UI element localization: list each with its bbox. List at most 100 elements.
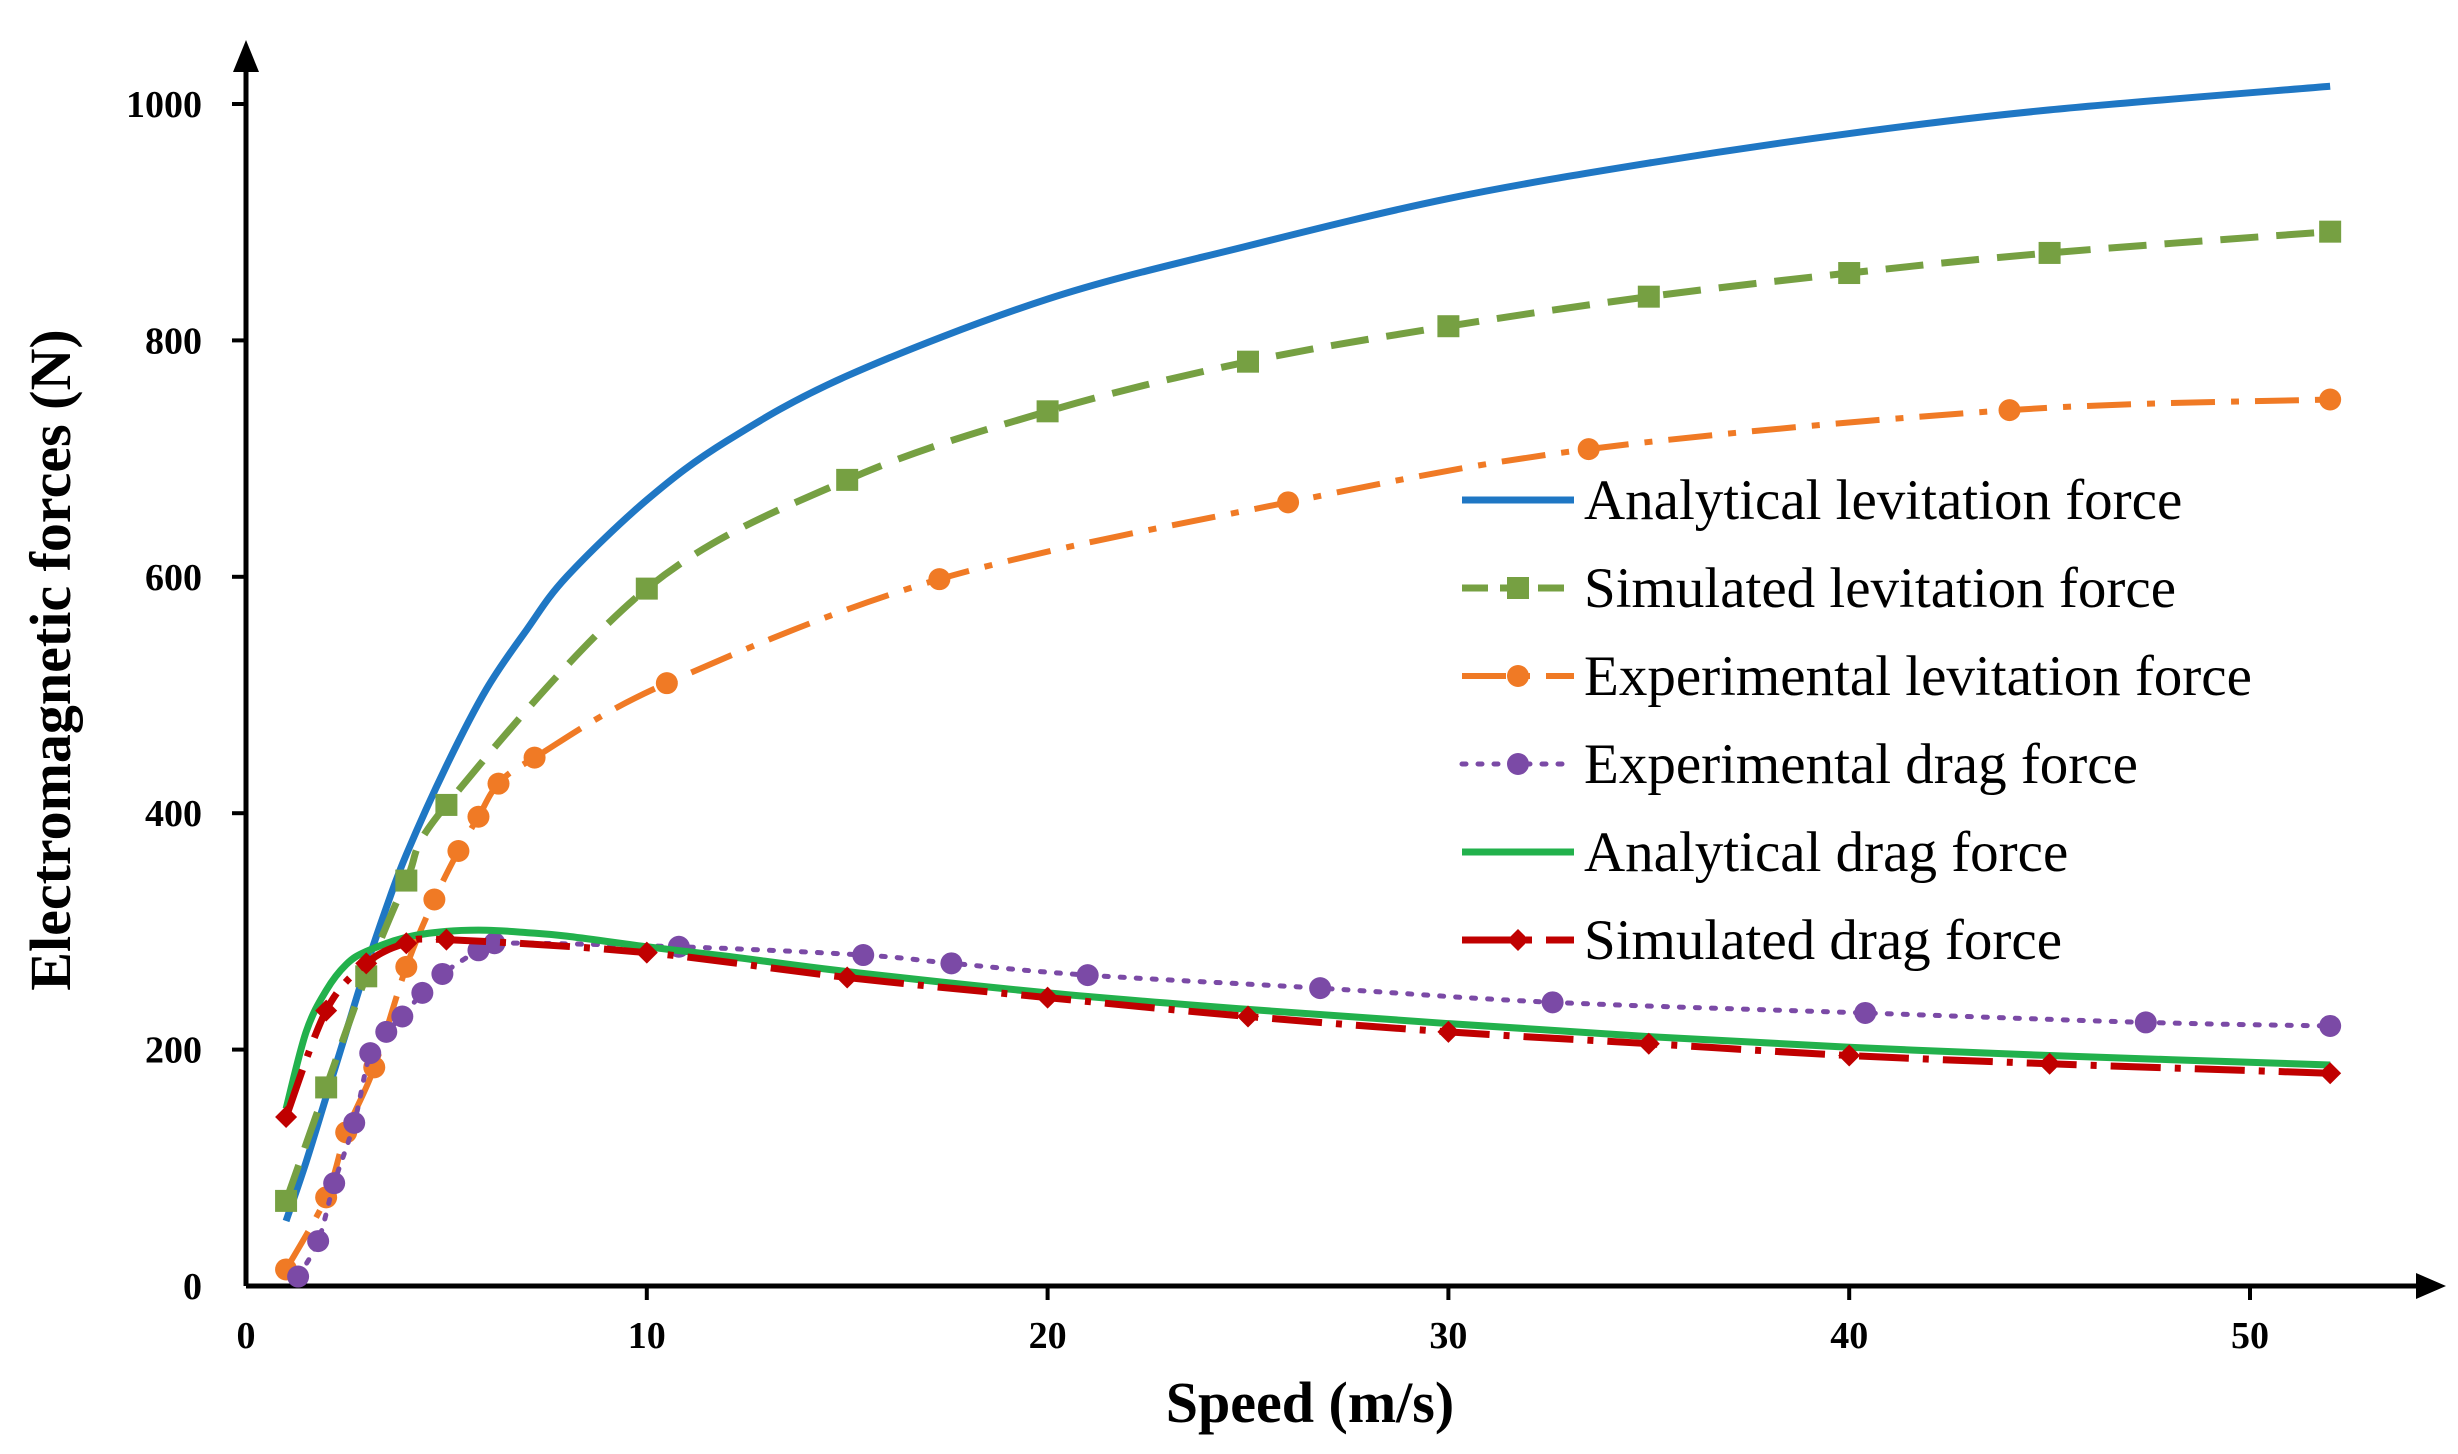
data-point bbox=[940, 952, 963, 975]
x-tick-label: 20 bbox=[1029, 1315, 1067, 1357]
y-axis-title: Electromagnetic forces (N) bbox=[18, 329, 83, 990]
data-point bbox=[1437, 315, 1460, 338]
data-point bbox=[836, 966, 859, 989]
data-point bbox=[1577, 438, 1600, 461]
data-point bbox=[1507, 577, 1529, 599]
legend: Analytical levitation force Simulated lev… bbox=[1459, 469, 2252, 972]
series-analytical-drag-force bbox=[282, 926, 2331, 1110]
data-point bbox=[1277, 491, 1300, 514]
data-point bbox=[1637, 285, 1660, 308]
series-simulated-drag-force bbox=[275, 928, 2342, 1128]
data-point bbox=[1309, 977, 1332, 1000]
data-point bbox=[391, 1005, 414, 1028]
data-point bbox=[2319, 1062, 2342, 1085]
data-point bbox=[359, 1042, 382, 1065]
data-point bbox=[395, 932, 418, 955]
data-point bbox=[1637, 1032, 1660, 1055]
data-point bbox=[483, 932, 506, 955]
legend-label: Analytical levitation force bbox=[1584, 469, 2182, 532]
data-point bbox=[1838, 1044, 1861, 1067]
legend-label: Simulated levitation force bbox=[1584, 557, 2176, 620]
x-tick-label: 50 bbox=[2231, 1315, 2269, 1357]
x-tick-label: 40 bbox=[1830, 1315, 1868, 1357]
data-point bbox=[487, 772, 510, 795]
data-point bbox=[2038, 1052, 2061, 1075]
x-axis-title: Speed (m/s) bbox=[1166, 1370, 1454, 1435]
x-tick-label: 10 bbox=[628, 1315, 666, 1357]
series-group bbox=[275, 82, 2342, 1288]
data-point bbox=[1541, 991, 1564, 1014]
data-point bbox=[411, 981, 434, 1004]
y-tick-label: 200 bbox=[145, 1030, 202, 1072]
data-point bbox=[275, 1105, 298, 1128]
data-point bbox=[395, 955, 418, 978]
data-point bbox=[315, 1076, 338, 1099]
legend-item: Simulated levitation force bbox=[1462, 557, 2176, 620]
data-point bbox=[323, 1172, 346, 1195]
legend-label: Experimental levitation force bbox=[1584, 645, 2252, 708]
x-tick-label: 0 bbox=[237, 1315, 256, 1357]
data-point bbox=[395, 869, 418, 892]
data-point bbox=[1036, 986, 1059, 1009]
data-point bbox=[315, 999, 338, 1022]
series-experimental-drag-force bbox=[287, 932, 2342, 1288]
data-point bbox=[1437, 1020, 1460, 1043]
data-point bbox=[307, 1230, 330, 1253]
data-point bbox=[1854, 1001, 1877, 1024]
y-axis-arrow bbox=[233, 40, 259, 72]
y-tick-label: 1000 bbox=[126, 84, 202, 126]
data-point bbox=[836, 468, 859, 491]
series-simulated-levitation-force bbox=[275, 220, 2342, 1212]
ticks: 0 10 20 30 40 50 0 200 400 600 800 1000 bbox=[126, 84, 2269, 1357]
data-point bbox=[435, 928, 458, 951]
data-point bbox=[1507, 753, 1529, 775]
data-point bbox=[1076, 964, 1099, 987]
data-point bbox=[431, 962, 454, 985]
series-line bbox=[295, 940, 2333, 1280]
data-point bbox=[447, 840, 470, 863]
data-point bbox=[467, 805, 490, 828]
data-point bbox=[655, 672, 678, 695]
data-point bbox=[375, 1020, 398, 1043]
x-tick-label: 30 bbox=[1429, 1315, 1467, 1357]
data-point bbox=[1507, 929, 1529, 951]
data-point bbox=[1237, 1005, 1259, 1028]
data-point bbox=[275, 1189, 298, 1212]
data-point bbox=[1838, 262, 1861, 285]
series-line bbox=[282, 926, 2331, 1110]
data-point bbox=[1507, 665, 1529, 687]
y-tick-label: 0 bbox=[183, 1266, 202, 1308]
data-point bbox=[852, 944, 875, 967]
data-point bbox=[355, 965, 378, 988]
axes bbox=[233, 40, 2446, 1299]
data-point bbox=[635, 577, 658, 600]
x-axis-arrow bbox=[2416, 1273, 2446, 1299]
series-line bbox=[282, 935, 2331, 1119]
y-tick-label: 400 bbox=[145, 793, 202, 835]
legend-item: Experimental levitation force bbox=[1462, 645, 2252, 708]
legend-item: Experimental drag force bbox=[1459, 733, 2138, 796]
data-point bbox=[2038, 241, 2061, 264]
legend-item: Analytical levitation force bbox=[1462, 469, 2182, 532]
data-point bbox=[1998, 399, 2021, 422]
y-tick-label: 600 bbox=[145, 557, 202, 599]
data-point bbox=[2319, 1014, 2342, 1037]
data-point bbox=[287, 1265, 310, 1288]
y-tick-label: 800 bbox=[145, 320, 202, 362]
data-point bbox=[2319, 388, 2342, 411]
data-point bbox=[343, 1111, 366, 1134]
data-point bbox=[435, 793, 458, 816]
data-point bbox=[928, 568, 951, 591]
legend-label: Analytical drag force bbox=[1584, 821, 2068, 884]
data-point bbox=[523, 746, 546, 769]
data-point bbox=[1036, 400, 1059, 423]
data-point bbox=[2134, 1011, 2157, 1034]
data-point bbox=[423, 888, 446, 911]
data-point bbox=[2319, 220, 2342, 243]
legend-label: Experimental drag force bbox=[1584, 733, 2138, 796]
data-point bbox=[355, 952, 378, 975]
data-point bbox=[1237, 350, 1259, 373]
data-point bbox=[635, 941, 658, 964]
legend-label: Simulated drag force bbox=[1584, 909, 2062, 972]
